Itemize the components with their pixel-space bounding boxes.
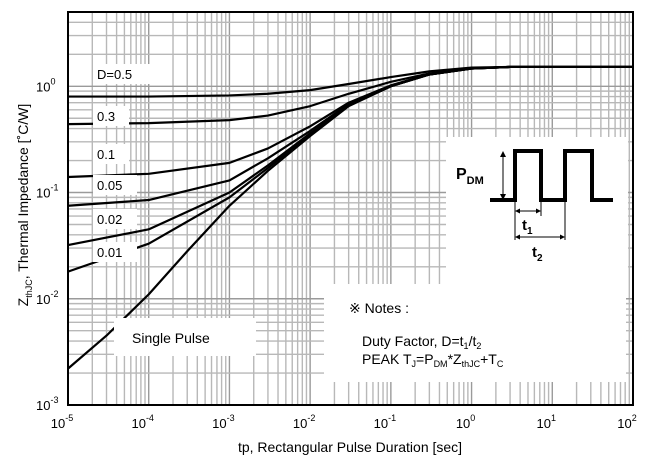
peak-mid2: *Z <box>448 351 462 367</box>
x-tick-label-0: 10-5 <box>51 413 73 431</box>
series-layer <box>67 65 633 370</box>
t1-arrow-left-head <box>515 208 520 214</box>
pulse-diagram: PDM t1 t2 <box>446 137 628 285</box>
peak-mid: =P <box>416 351 434 367</box>
t2-label-sub: 2 <box>537 253 543 264</box>
y-axis-label-sub: thJC <box>24 279 34 298</box>
label-d001: 0.01 <box>97 245 122 260</box>
label-d05: D=0.5 <box>97 67 132 82</box>
peak-sub-c: C <box>497 359 504 369</box>
peak-mid3: +T <box>480 351 497 367</box>
notes-peak: PEAK TJ=PDM*ZthJC+TC <box>362 351 504 369</box>
pdm-arrow-down-head <box>500 194 506 200</box>
x-tick-label-5: 100 <box>456 413 475 431</box>
single-pulse-bg <box>114 318 256 356</box>
duty-sub1: 1 <box>464 341 469 351</box>
x-tick-label-2: 10-3 <box>212 413 234 431</box>
duty-mid: /t <box>469 333 477 349</box>
t1-label-sub: 1 <box>527 226 533 237</box>
series-line-6 <box>67 65 633 370</box>
y-axis-label-rest: , Thermal Impedance [˚C/W] <box>15 104 31 280</box>
y-axis-label-main: Z <box>15 297 31 306</box>
t2-arrow-right-head <box>560 234 565 240</box>
t1-label: t1 <box>522 217 533 237</box>
peak-sub-dm: DM <box>434 359 448 369</box>
duty-sub2: 2 <box>476 341 481 351</box>
notes-bg <box>324 284 626 382</box>
y-tick-label-0: 100 <box>36 76 55 94</box>
peak-sub-thjc: thJC <box>462 359 481 369</box>
label-d03: 0.3 <box>97 109 115 124</box>
label-bg-d002 <box>93 209 137 229</box>
x-axis-label: tp, Rectangular Pulse Duration [sec] <box>238 439 462 455</box>
label-d005: 0.05 <box>97 178 122 193</box>
notes-duty-factor: Duty Factor, D=t1/t2 <box>362 333 481 351</box>
single-pulse-label: Single Pulse <box>132 330 210 346</box>
x-tick-label-6: 101 <box>537 413 556 431</box>
t2-label: t2 <box>532 244 543 264</box>
pulse-waveform <box>490 149 613 202</box>
peak-sub-j: J <box>412 359 417 369</box>
pdm-label-sub: DM <box>467 175 484 187</box>
y-tick-label-3: 10-3 <box>36 395 58 413</box>
t2-label-main: t <box>532 244 537 261</box>
x-tick-label-4: 10-1 <box>374 413 396 431</box>
pdm-arrow-up-head <box>500 151 506 157</box>
pdm-label-main: P <box>456 166 467 183</box>
peak-prefix: PEAK T <box>362 351 412 367</box>
duty-prefix: Duty Factor, D=t <box>362 333 464 349</box>
tick-labels: 10-5 10-4 10-3 10-2 10-1 100 101 102 100 10-1 10-2… <box>36 76 637 431</box>
label-d01: 0.1 <box>97 147 115 162</box>
y-tick-label-1: 10-1 <box>36 183 58 201</box>
label-bg-d005 <box>93 175 137 195</box>
label-bg-d03 <box>93 106 129 126</box>
pdm-label: PDM <box>456 166 484 187</box>
series-labels: D=0.5 0.3 0.1 0.05 0.02 0.01 <box>93 64 155 262</box>
y-axis-label: ZthJC, Thermal Impedance [˚C/W] <box>15 104 34 307</box>
label-bg-d05 <box>93 64 155 84</box>
notes-title: ※ Notes : <box>349 300 409 316</box>
y-tick-label-2: 10-2 <box>36 289 58 307</box>
x-tick-label-1: 10-4 <box>131 413 153 431</box>
x-tick-label-3: 10-2 <box>293 413 315 431</box>
plot-frame <box>67 11 634 406</box>
t2-arrow-left-head <box>515 234 520 240</box>
label-d002: 0.02 <box>97 212 122 227</box>
label-bg-d01 <box>93 144 129 164</box>
x-tick-label-7: 102 <box>617 413 636 431</box>
notes-box: ※ Notes : Duty Factor, D=t1/t2 PEAK TJ=P… <box>324 284 626 382</box>
label-bg-d001 <box>93 242 137 262</box>
t1-label-main: t <box>522 217 527 234</box>
t1-arrow-right-head <box>536 208 541 214</box>
